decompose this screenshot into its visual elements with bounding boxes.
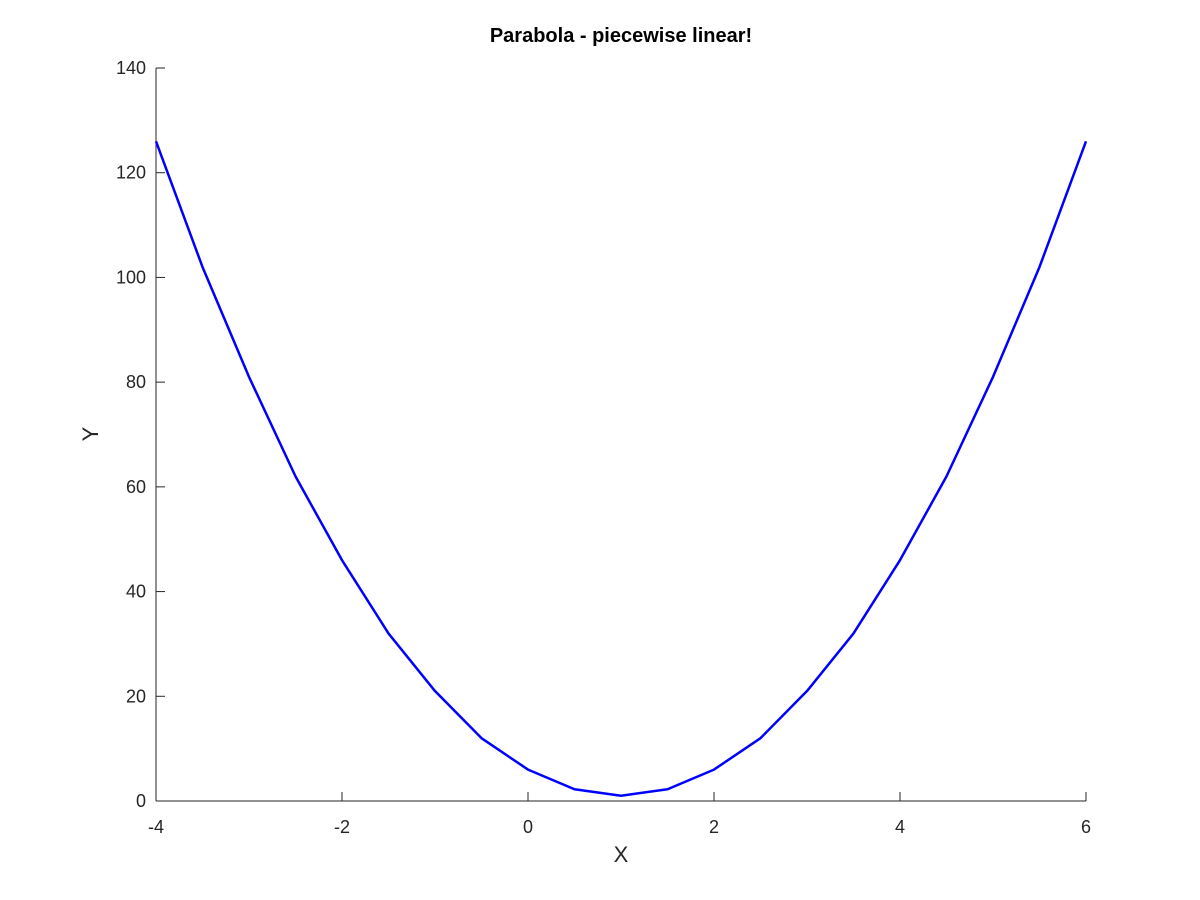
y-tick-label: 100 (116, 267, 146, 287)
x-tick-label: 2 (709, 817, 719, 837)
y-tick-label: 80 (126, 372, 146, 392)
plot-area: -4 -2 0 2 4 6 0 20 40 60 80 100 120 140 (116, 58, 1091, 837)
y-tick-label: 20 (126, 686, 146, 706)
series-line (154, 140, 1088, 798)
y-tick-label: 60 (126, 477, 146, 497)
chart-title: Parabola - piecewise linear! (490, 25, 752, 47)
x-axis-ticks: -4 -2 0 2 4 6 (148, 792, 1091, 837)
x-tick-label: -2 (334, 817, 350, 837)
y-axis-label: Y (78, 426, 103, 441)
y-tick-label: 0 (136, 791, 146, 811)
y-axis-ticks: 0 20 40 60 80 100 120 140 (116, 58, 165, 811)
series-group (154, 140, 1088, 798)
x-tick-label: 4 (895, 817, 905, 837)
y-tick-label: 40 (126, 582, 146, 602)
y-tick-label: 120 (116, 163, 146, 183)
x-tick-label: 0 (523, 817, 533, 837)
x-tick-label: -4 (148, 817, 164, 837)
x-axis-label: X (614, 842, 629, 867)
x-tick-label: 6 (1081, 817, 1091, 837)
y-tick-label: 140 (116, 58, 146, 78)
